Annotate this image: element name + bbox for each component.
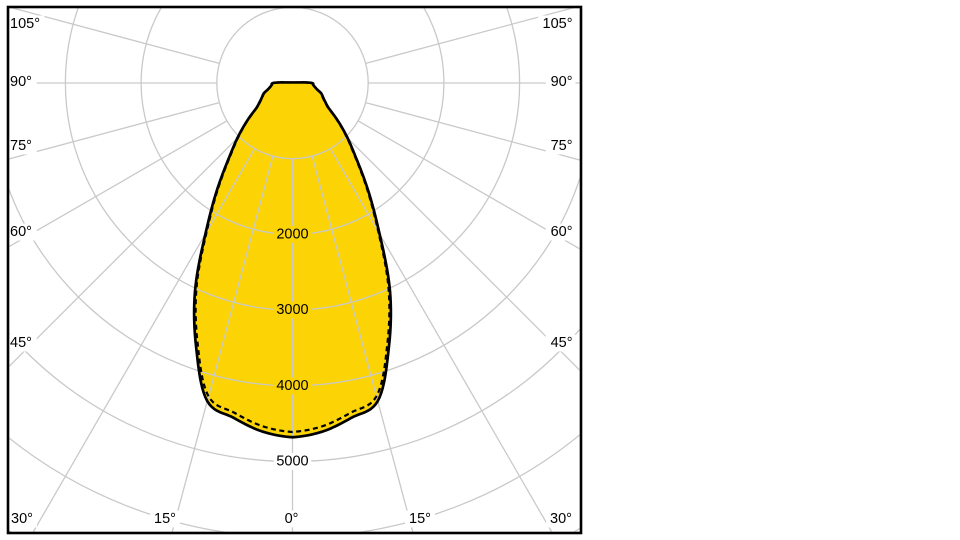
angle-label-left-45-halo: [7, 334, 37, 352]
grid-ray-30: [329, 148, 553, 532]
angle-label-right-90: 90°: [551, 74, 573, 90]
angle-label-right-105-halo: [538, 15, 576, 33]
angle-label-bottom-4-30-halo: [546, 510, 576, 528]
angle-label-right-45-halo: [545, 334, 576, 352]
angle-label-left-75-halo: [7, 137, 37, 155]
angle-label-bottom-3-15: 15°: [409, 511, 431, 527]
ring-label-3000: 3000: [276, 302, 308, 318]
angle-label-bottom-2-0-halo: [280, 510, 303, 528]
angle-label-right-75-halo: [545, 137, 576, 155]
grid-ray-15: [311, 155, 414, 532]
angle-label-right-105: 105°: [543, 16, 573, 32]
angle-label-bottom-2-0: 0°: [285, 511, 299, 527]
angle-label-bottom-1-15-halo: [150, 510, 180, 528]
ring-label-3000-halo: [273, 301, 312, 319]
grid-ray-60: [357, 120, 580, 250]
axis-labels: 2000 3000 4000 5000 105° 90° 75° 60° 45° 105° 90° 7…: [7, 15, 576, 528]
intensity-curve-solid: [192, 81, 393, 439]
angle-label-left-60: 60°: [10, 224, 32, 240]
grid-ray--30: [32, 148, 256, 532]
angle-label-left-105-halo: [7, 15, 45, 33]
ring-label-4000: 4000: [276, 378, 308, 394]
ring-label-5000-halo: [273, 453, 312, 470]
polar-grid: [9, 8, 580, 532]
angle-label-right-75: 75°: [551, 138, 573, 154]
grid-ray--105: [11, 8, 220, 65]
grid-ray--15: [171, 155, 274, 532]
ring-label-4000-halo: [273, 377, 312, 395]
angle-label-right-90-halo: [545, 73, 576, 91]
grid-ray-105: [365, 8, 574, 65]
angle-label-left-90-halo: [7, 73, 37, 91]
angle-label-right-60-halo: [545, 223, 576, 241]
grid-ray-45: [345, 136, 580, 372]
angle-label-bottom-4-30: 30°: [550, 511, 572, 527]
angle-label-bottom-3-15-halo: [405, 510, 435, 528]
ring-label-2000: 2000: [276, 226, 308, 242]
grid-ray-75: [365, 101, 580, 161]
angle-label-bottom-0-30: 30°: [11, 511, 33, 527]
angle-label-right-60: 60°: [551, 224, 573, 240]
chart-frame: [6, 5, 583, 535]
angle-label-bottom-1-15: 15°: [154, 511, 176, 527]
angle-label-left-45: 45°: [10, 335, 32, 351]
angle-label-left-75: 75°: [10, 138, 32, 154]
angle-label-left-60-halo: [7, 223, 37, 241]
grid-ray--75: [9, 101, 220, 160]
angle-label-left-90: 90°: [10, 74, 32, 90]
grid-ray--60: [9, 120, 228, 248]
angle-label-left-105: 105°: [10, 16, 40, 32]
angle-label-bottom-0-30-halo: [7, 510, 37, 528]
grid-ray--45: [9, 136, 240, 368]
ring-label-2000-halo: [273, 225, 312, 243]
angle-label-right-45: 45°: [551, 335, 573, 351]
ring-label-5000: 5000: [276, 454, 308, 470]
